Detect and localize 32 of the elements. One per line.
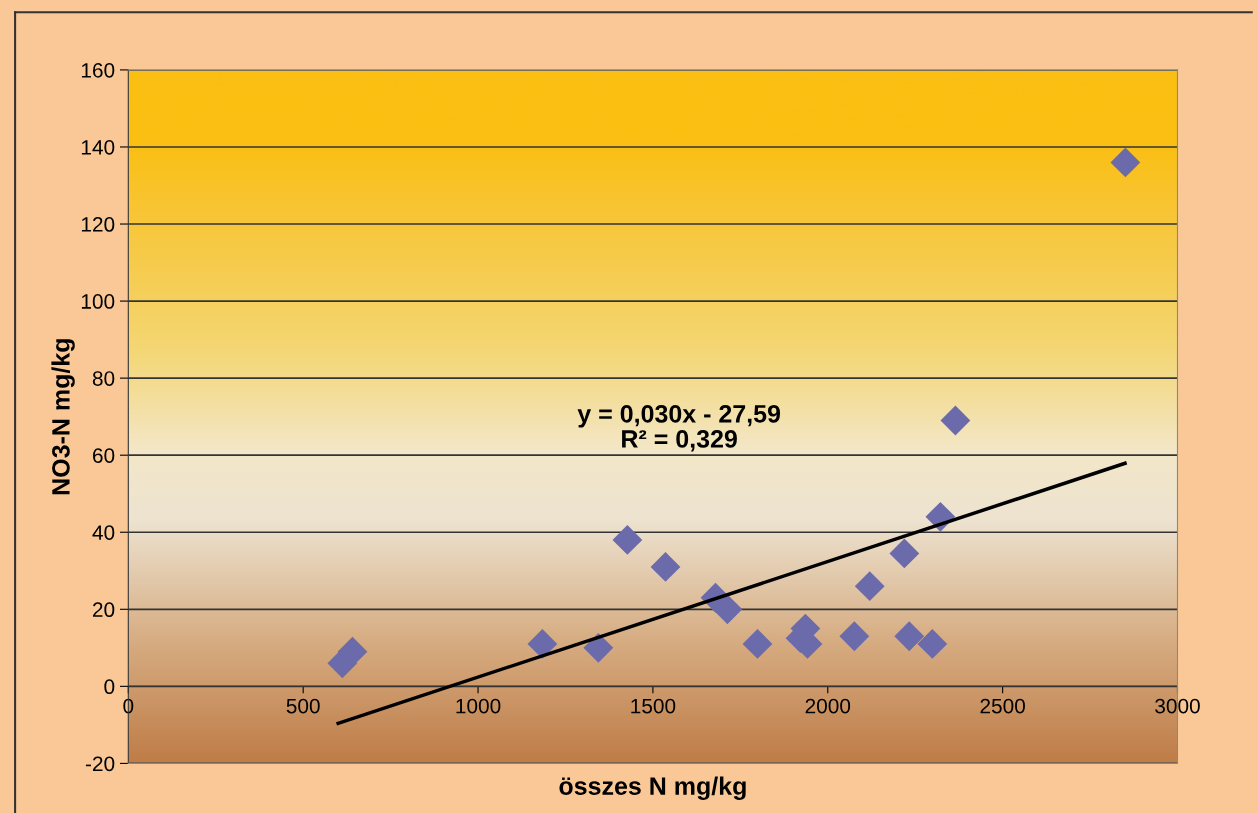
point	[940, 405, 971, 436]
x-tick-label: 2500	[980, 698, 1025, 714]
y-tick-label: 140	[81, 139, 115, 155]
y-tick-label: 100	[81, 294, 115, 309]
y-axis-title: NO3-N mg/kg	[51, 339, 75, 495]
y-tick-label: 60	[93, 448, 115, 463]
point	[894, 621, 925, 652]
y-tick-label: 160	[81, 62, 115, 78]
x-axis-title: összes N mg/kg	[559, 776, 746, 801]
x-tick-label: 2000	[805, 698, 851, 714]
point	[612, 525, 643, 555]
point	[742, 629, 773, 659]
point	[839, 621, 870, 652]
point	[527, 629, 558, 659]
x-tick-label: 500	[286, 698, 320, 714]
y-tick-label: 0	[104, 679, 115, 695]
x-tick-label: 1000	[456, 698, 501, 714]
annotation: y = 0,030x - 27,59 R² = 0,329	[577, 404, 781, 452]
point	[712, 594, 743, 625]
point	[854, 571, 885, 602]
y-tick-label: 120	[81, 217, 115, 232]
y-tick-label: 20	[93, 602, 115, 618]
point	[583, 632, 614, 663]
point	[889, 538, 920, 569]
point	[917, 629, 948, 659]
y-tick-label: 40	[92, 525, 115, 540]
point	[650, 552, 681, 582]
point	[1110, 147, 1141, 178]
y-tick-label: -20	[85, 756, 115, 772]
y-tick-label: 80	[92, 371, 115, 386]
x-tick-label: 1500	[631, 698, 676, 714]
x-tick-label: 3000	[1155, 698, 1200, 714]
